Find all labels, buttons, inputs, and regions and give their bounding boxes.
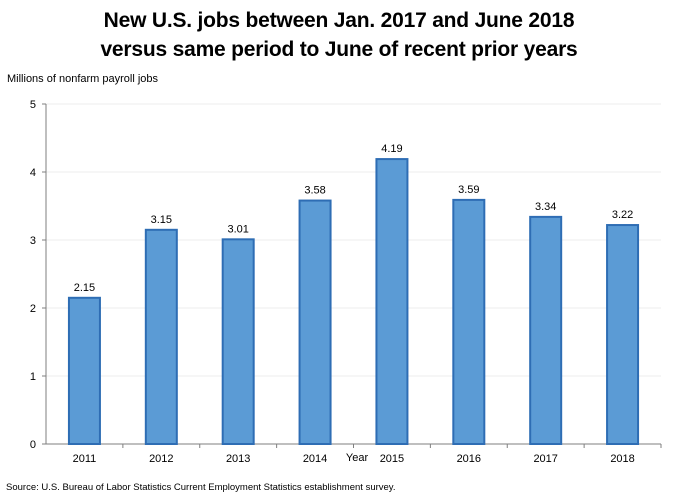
bar-value-label-2018: 3.22 — [612, 209, 633, 221]
bar-value-label-2013: 3.01 — [227, 223, 248, 235]
x-tick-label-2015: 2015 — [380, 453, 404, 465]
y-axis-label: Millions of nonfarm payroll jobs — [7, 73, 159, 85]
y-ticks: 0 1 2 3 4 5 — [30, 99, 46, 451]
bar-value-label-2016: 3.59 — [458, 184, 479, 196]
x-axis-label: Year — [346, 452, 369, 464]
x-tick-label-2013: 2013 — [226, 453, 250, 465]
bars — [67, 158, 640, 446]
bar-2013 — [221, 238, 255, 445]
bar-2012 — [144, 228, 178, 445]
chart-title-line-2: versus same period to June of recent pri… — [100, 38, 578, 61]
bar-value-label-2014: 3.58 — [304, 185, 325, 197]
bar-2011 — [67, 296, 101, 445]
bar-value-label-2012: 3.15 — [151, 214, 172, 226]
x-tick-label-2011: 2011 — [73, 453, 97, 465]
y-tick-label: 4 — [30, 167, 36, 179]
bar-value-label-2011: 2.15 — [74, 282, 95, 294]
source-note: Source: U.S. Bureau of Labor Statistics … — [6, 482, 396, 493]
x-tick-label-2017: 2017 — [533, 453, 557, 465]
x-ticks: 2011 2012 2013 2014 2015 2016 2017 2018 — [73, 444, 662, 465]
y-tick-label: 0 — [30, 439, 36, 451]
x-tick-label-2016: 2016 — [457, 453, 481, 465]
x-tick-label-2018: 2018 — [610, 453, 634, 465]
chart-title: New U.S. jobs between Jan. 2017 and June… — [0, 6, 678, 64]
bar-2014 — [298, 199, 332, 445]
y-tick-label: 2 — [30, 303, 36, 315]
bar-value-label-2015: 4.19 — [381, 143, 402, 155]
bar-value-label-2017: 3.34 — [535, 201, 556, 213]
y-tick-label: 5 — [30, 99, 36, 111]
y-tick-label: 1 — [30, 371, 36, 383]
axes — [45, 104, 661, 445]
x-tick-label-2014: 2014 — [303, 453, 327, 465]
bar-2018 — [606, 224, 640, 445]
y-tick-label: 3 — [30, 235, 36, 247]
bar-2015 — [375, 158, 409, 446]
bar-value-labels: 2.15 3.15 3.01 3.58 4.19 3.59 3.34 3.22 — [74, 143, 634, 294]
x-tick-label-2012: 2012 — [149, 453, 173, 465]
bar-2016 — [452, 198, 486, 445]
bar-2017 — [529, 215, 563, 445]
chart-title-line-1: New U.S. jobs between Jan. 2017 and June… — [103, 9, 575, 32]
gridlines — [46, 103, 661, 377]
